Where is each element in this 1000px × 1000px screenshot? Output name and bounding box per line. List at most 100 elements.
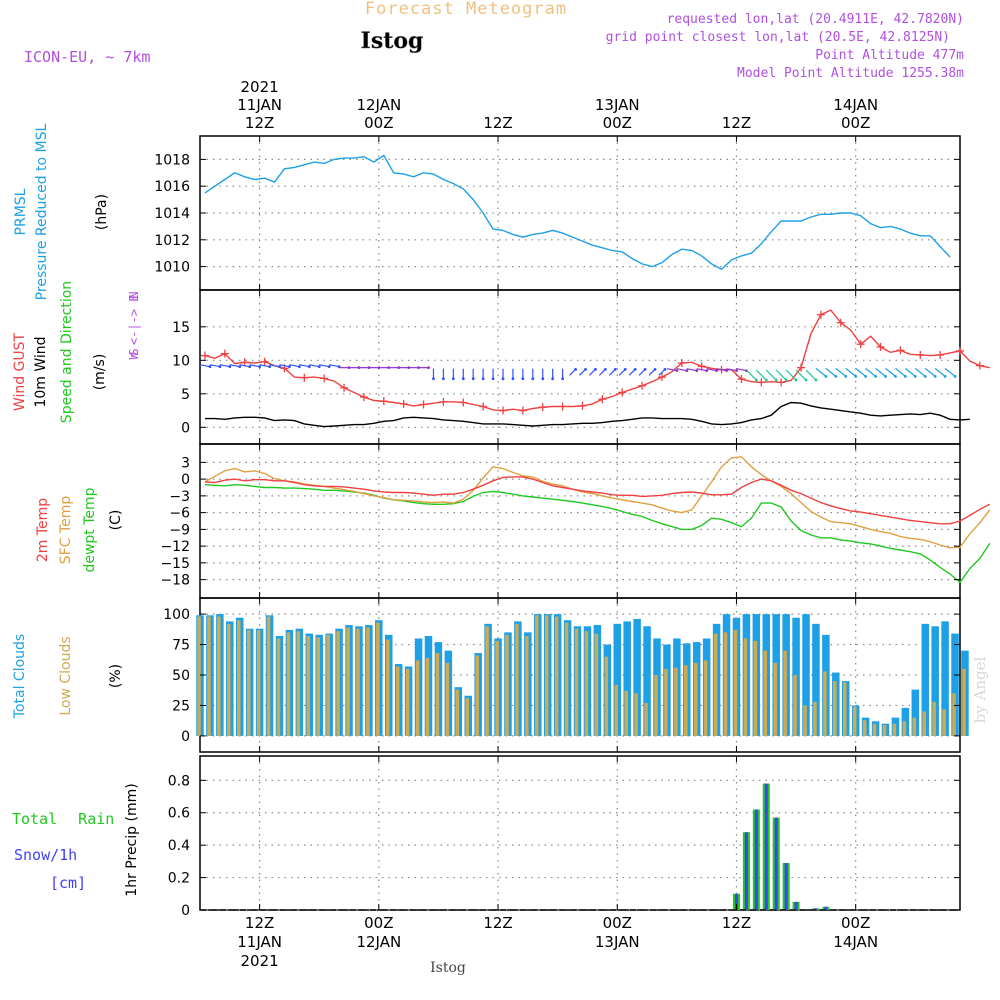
total-cloud-bar (643, 626, 651, 736)
dewpoint-line (204, 483, 991, 584)
low-cloud-bar (813, 701, 817, 736)
low-cloud-bar (415, 660, 420, 736)
y-tick-label: 0 (181, 903, 190, 919)
low-cloud-bar (594, 633, 599, 736)
gust-marker (578, 401, 587, 410)
low-cloud-bar (495, 640, 499, 736)
wind-direction-arrow (815, 367, 827, 377)
wind-arrow-head (894, 374, 897, 378)
top-year-label: 2021 (241, 78, 279, 96)
wind-direction-arrow (628, 368, 636, 376)
gust-marker (538, 403, 547, 412)
wind-direction-arrow (934, 367, 946, 377)
low-cloud-bar (207, 616, 211, 736)
gust-marker (975, 361, 984, 370)
wind-arrow-head (491, 377, 495, 381)
temp-label-unit: (C) (108, 510, 124, 531)
wind-direction-arrow (885, 367, 896, 377)
wind-arrow-head (561, 377, 565, 381)
wind-direction-arrow (618, 368, 626, 376)
low-cloud-bar (783, 650, 787, 736)
y-tick-label: 1010 (154, 260, 190, 276)
total-cloud-bar (623, 621, 631, 736)
precip-label-snow: Snow/1h (14, 846, 77, 864)
low-cloud-bar (872, 723, 877, 736)
y-tick-label: −9 (169, 522, 190, 538)
wind-direction-arrow (726, 368, 737, 372)
low-cloud-bar (574, 628, 579, 736)
cloud-label-total: Total Clouds (12, 634, 28, 719)
gust-marker (697, 362, 706, 371)
low-cloud-bar (862, 720, 867, 736)
gust-marker (677, 358, 686, 367)
wind-direction-we: W <-|-> E (127, 294, 141, 359)
low-cloud-bar (882, 724, 887, 736)
wind-direction-arrow (914, 367, 926, 377)
low-cloud-bar (445, 662, 450, 736)
gust-line (204, 309, 990, 412)
pressure-ylabels: PRMSL Pressure Reduced to MSL (hPa) (13, 123, 110, 300)
wind-direction-arrow (845, 367, 857, 377)
wind-arrow-head (574, 367, 577, 371)
gust-marker (598, 395, 607, 404)
total-cloud-bar (802, 614, 810, 736)
wind-arrow-head (923, 374, 927, 378)
low-cloud-bar (962, 668, 966, 736)
gust-marker (657, 373, 666, 382)
wind-direction-arrow (944, 367, 956, 377)
low-cloud-bar (604, 656, 609, 736)
grid-point-coords: grid point closest lon,lat (20.5E, 42.81… (606, 30, 950, 45)
wind-arrow-head (208, 365, 212, 369)
low-cloud-bar (932, 701, 936, 736)
wind-direction-arrow (805, 369, 817, 381)
wind-arrow-head (774, 378, 778, 382)
low-cloud-bar (306, 636, 311, 736)
wind-arrow-head (653, 367, 657, 371)
wind-arrow-head (953, 374, 957, 378)
snow-bar (814, 908, 818, 910)
gust-marker (499, 406, 508, 415)
low-cloud-bar (654, 675, 658, 736)
gust-marker (836, 318, 845, 327)
cloud-ylabels: Total Clouds Low Clouds (%) (12, 634, 124, 719)
wind-direction-arrow (666, 368, 678, 372)
low-cloud-bar (336, 631, 340, 736)
wind-arrow-head (633, 367, 637, 371)
snow-bar (764, 783, 768, 910)
gust-marker (618, 388, 627, 397)
low-cloud-bar (405, 668, 410, 736)
snow-bar (794, 901, 798, 910)
low-cloud-bar (733, 629, 738, 736)
model-altitude: Model Point Altitude 1255.38m (737, 66, 964, 81)
y-tick-label: −15 (160, 556, 190, 572)
low-cloud-bar (544, 615, 549, 736)
wind-direction-north: N (127, 291, 141, 298)
wind-direction-arrow (279, 364, 290, 368)
gust-marker (876, 342, 885, 351)
low-cloud-bar (266, 616, 271, 736)
snow-bar (824, 906, 828, 910)
wind-direction-arrow (299, 364, 310, 368)
wind-direction-arrow (755, 369, 767, 381)
wind-arrow-head (804, 378, 808, 382)
wind-label-speed-dir: Speed and Direction (59, 281, 75, 423)
temperature-panel (199, 443, 961, 599)
wind-direction-arrow (648, 368, 656, 376)
low-cloud-bar (435, 653, 440, 736)
gust-marker (558, 402, 567, 411)
y-tick-label: −3 (169, 489, 190, 505)
low-cloud-bar (942, 709, 946, 736)
wind-arrow-head (317, 365, 321, 369)
wind-speed-line (205, 401, 970, 428)
wind-arrow-head (784, 378, 788, 382)
low-cloud-bar (693, 662, 698, 736)
gust-marker (459, 398, 468, 407)
wind-ylabels: Wind GUST 10m Wind Speed and Direction (… (12, 281, 141, 423)
y-tick-label: 0.8 (168, 773, 190, 789)
low-cloud-bar (624, 690, 628, 736)
low-cloud-bar (246, 629, 251, 736)
wind-direction-arrow (658, 368, 666, 376)
wind-arrow-head (814, 378, 818, 382)
low-cloud-bar (684, 665, 688, 736)
wind-direction-arrow (904, 367, 916, 377)
